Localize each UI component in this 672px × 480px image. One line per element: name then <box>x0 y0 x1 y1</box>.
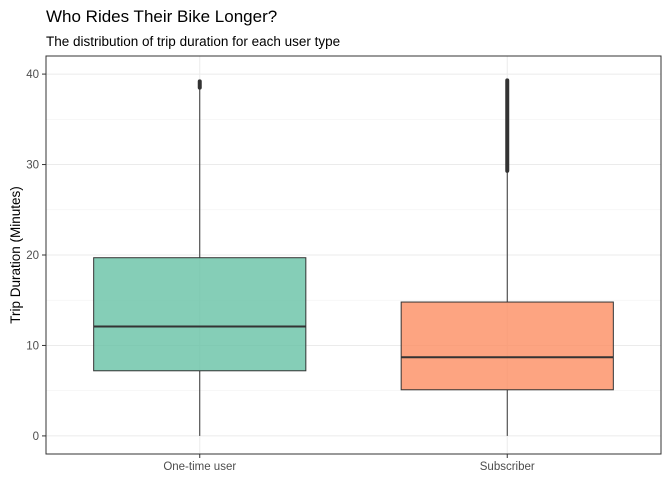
y-tick-label: 10 <box>26 340 39 352</box>
chart-subtitle: The distribution of trip duration for ea… <box>46 34 340 49</box>
panel-border <box>45 55 662 455</box>
x-tick-label: Subscriber <box>480 461 535 473</box>
chart-title: Who Rides Their Bike Longer? <box>46 7 277 26</box>
box-one-time-user <box>93 257 307 372</box>
y-tick-label: 30 <box>26 160 39 172</box>
y-tick-label: 0 <box>33 431 39 443</box>
y-tick-label: 40 <box>26 69 39 81</box>
y-axis-title: Trip Duration (Minutes) <box>8 186 23 324</box>
plot-area: 0 10 20 30 40 One-time user Subscriber <box>26 55 662 473</box>
box-subscriber <box>400 301 614 391</box>
y-tick-label: 20 <box>26 250 39 262</box>
x-tick-label: One-time user <box>163 461 236 473</box>
